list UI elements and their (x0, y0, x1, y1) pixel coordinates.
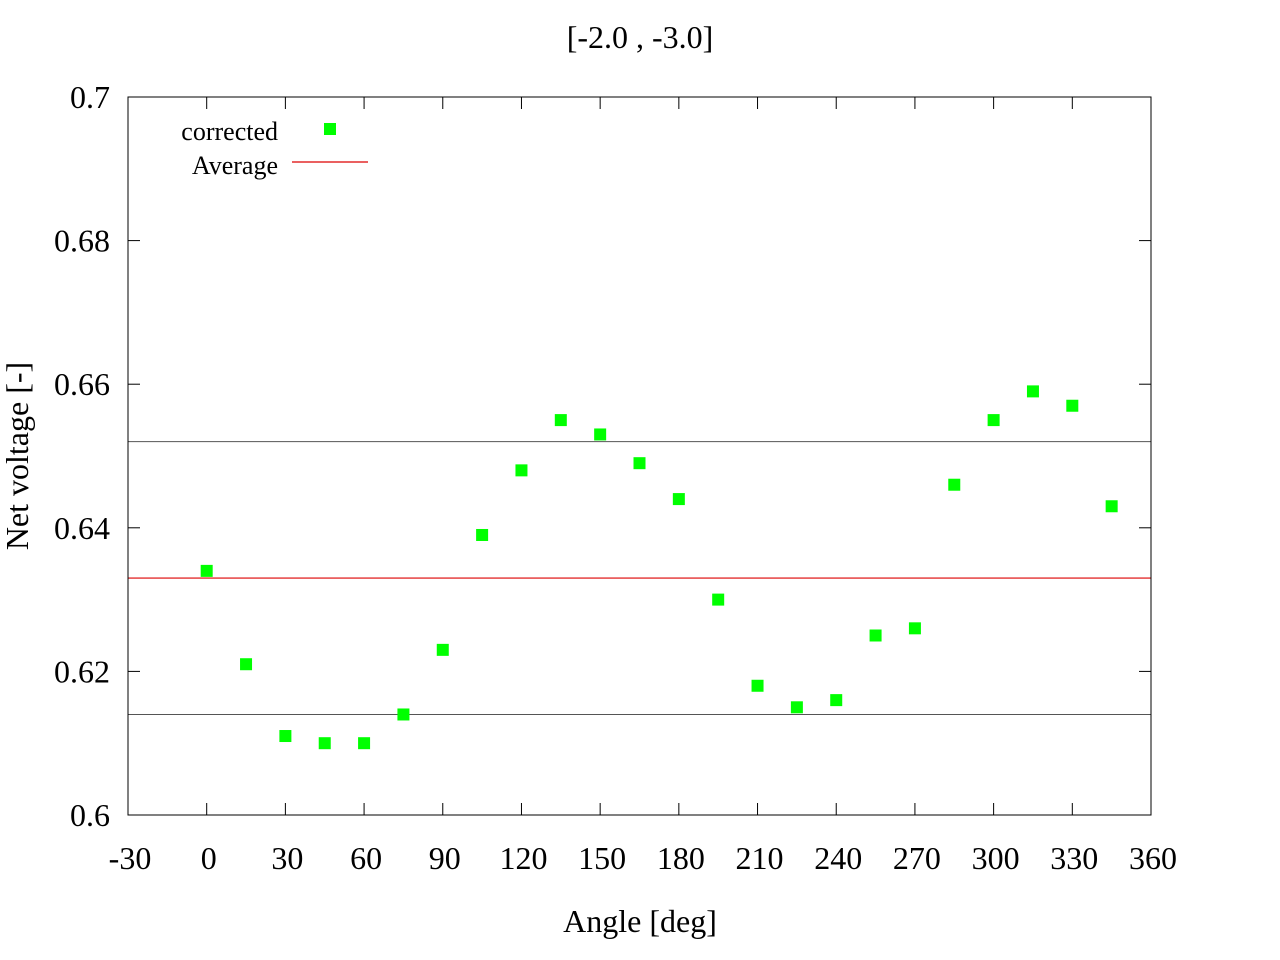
data-point (987, 414, 1000, 427)
data-point (397, 708, 410, 721)
data-point (790, 701, 803, 714)
data-point (200, 564, 213, 577)
y-tick-label: 0.64 (54, 510, 110, 546)
x-tick-label: 120 (499, 840, 547, 876)
x-tick-label: 360 (1129, 840, 1177, 876)
x-tick-label: 180 (657, 840, 705, 876)
legend: corrected Average (181, 117, 368, 180)
data-point (554, 414, 567, 427)
data-point (751, 679, 764, 692)
x-tick-label: 150 (578, 840, 626, 876)
data-points (200, 385, 1118, 750)
data-point (830, 694, 843, 707)
data-point (1066, 399, 1079, 412)
data-point (318, 737, 331, 750)
y-tick-label: 0.68 (54, 223, 110, 259)
x-tick-label: 330 (1050, 840, 1098, 876)
plot-frame (127, 96, 1152, 816)
x-axis-title: Angle [deg] (563, 903, 717, 939)
data-point (869, 629, 882, 642)
y-tick-label: 0.62 (54, 653, 110, 689)
x-tick-label: 300 (972, 840, 1020, 876)
data-point (476, 528, 489, 541)
reference-lines (128, 441, 1151, 715)
data-point (279, 730, 292, 743)
data-point (515, 464, 528, 477)
y-tick-label: 0.66 (54, 366, 110, 402)
x-tick-label: 210 (736, 840, 784, 876)
x-tick-label: 60 (350, 840, 382, 876)
y-axis-title: Net voltage [-] (0, 362, 35, 550)
data-point (672, 493, 685, 506)
data-point (633, 457, 646, 470)
chart-title: [-2.0 , -3.0] (567, 19, 714, 55)
x-tick-label: 30 (271, 840, 303, 876)
legend-label-corrected: corrected (181, 117, 278, 146)
data-point (358, 737, 371, 750)
data-point (240, 658, 253, 671)
x-tick-label: 90 (429, 840, 461, 876)
y-axis-ticks: 0.6 0.62 0.64 0.66 0.68 0.7 (54, 79, 1151, 833)
y-tick-label: 0.6 (70, 797, 110, 833)
legend-label-average: Average (192, 151, 278, 180)
x-tick-label: 0 (201, 840, 217, 876)
data-point (908, 622, 921, 635)
data-point (436, 643, 449, 656)
x-tick-label: -30 (109, 840, 152, 876)
data-point (712, 593, 725, 606)
x-tick-label: 270 (893, 840, 941, 876)
data-point (594, 428, 607, 441)
y-tick-label: 0.7 (70, 79, 110, 115)
data-point (1026, 385, 1039, 398)
data-point (948, 478, 961, 491)
legend-marker-corrected (324, 123, 336, 135)
x-tick-label: 240 (814, 840, 862, 876)
x-axis-ticks: -30 0 30 60 90 120 150 180 210 240 270 300 330 360 (109, 97, 1177, 876)
data-point (1105, 500, 1118, 513)
